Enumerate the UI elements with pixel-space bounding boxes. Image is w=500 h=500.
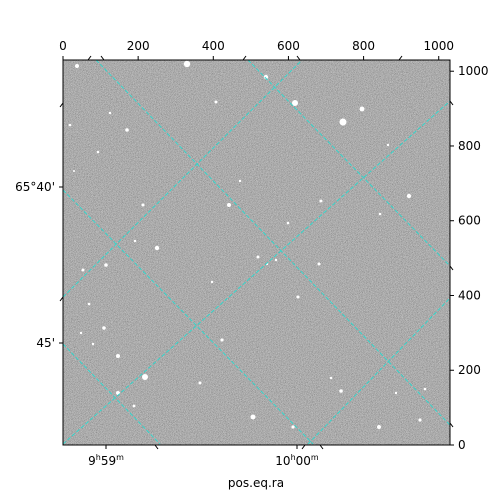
grid-line bbox=[307, 297, 450, 445]
star bbox=[73, 170, 75, 172]
star bbox=[141, 203, 145, 207]
star bbox=[154, 245, 160, 251]
grid-edge-tick bbox=[449, 100, 454, 106]
star bbox=[87, 302, 91, 306]
star bbox=[75, 64, 79, 68]
right-pixel-axis: 0 200 400 600 800 1000 bbox=[450, 64, 489, 452]
star bbox=[386, 143, 390, 147]
grid-edge-tick bbox=[398, 55, 403, 61]
star bbox=[329, 376, 333, 380]
star bbox=[133, 239, 137, 243]
star bbox=[214, 100, 218, 104]
star bbox=[378, 212, 382, 216]
star bbox=[256, 255, 260, 259]
star bbox=[339, 389, 343, 393]
top-tick-label: 600 bbox=[277, 39, 300, 53]
grid-line bbox=[63, 343, 161, 445]
right-tick-label: 200 bbox=[458, 363, 481, 377]
grid-line bbox=[63, 189, 314, 445]
top-tick-label: 1000 bbox=[423, 39, 454, 53]
dec-axis: 65°40' 45' bbox=[15, 180, 63, 350]
star bbox=[102, 326, 106, 330]
star bbox=[292, 100, 298, 106]
star bbox=[394, 391, 398, 395]
ra-axis: 9h59m 10h00m bbox=[88, 445, 319, 468]
top-tick-label: 0 bbox=[59, 39, 67, 53]
star bbox=[286, 221, 290, 225]
grid-line bbox=[247, 60, 450, 267]
grid-line bbox=[95, 60, 450, 426]
star bbox=[406, 193, 412, 199]
grid-edge-tick bbox=[449, 422, 454, 428]
dec-tick-label: 45' bbox=[36, 336, 55, 350]
star bbox=[227, 203, 231, 207]
right-tick-label: 400 bbox=[458, 288, 481, 302]
grid-edge-tick bbox=[87, 55, 92, 61]
star bbox=[142, 374, 148, 380]
top-tick-label: 800 bbox=[352, 39, 375, 53]
star bbox=[116, 354, 120, 358]
dec-tick-label: 65°40' bbox=[15, 180, 55, 194]
ra-tick-label: 10h00m bbox=[275, 453, 319, 468]
star bbox=[263, 74, 269, 80]
star bbox=[132, 404, 136, 408]
star bbox=[418, 418, 422, 422]
star bbox=[210, 280, 214, 284]
star bbox=[68, 123, 72, 127]
star bbox=[79, 331, 83, 335]
star bbox=[108, 111, 112, 115]
grid-edge-tick bbox=[296, 55, 301, 61]
star bbox=[319, 199, 323, 203]
star bbox=[423, 387, 427, 391]
star bbox=[125, 128, 129, 132]
coordinate-grid bbox=[63, 60, 450, 445]
star-field bbox=[68, 60, 427, 429]
top-tick-label: 200 bbox=[127, 39, 150, 53]
star bbox=[183, 60, 191, 68]
star bbox=[198, 381, 202, 385]
grid-edge-tick bbox=[242, 55, 247, 61]
right-tick-label: 600 bbox=[458, 214, 481, 228]
star bbox=[377, 425, 381, 429]
grid-edge-tick bbox=[59, 296, 64, 302]
star bbox=[250, 414, 256, 420]
grid-edge-tick bbox=[100, 55, 105, 61]
star bbox=[91, 342, 95, 346]
top-tick-label: 400 bbox=[202, 39, 225, 53]
star bbox=[296, 295, 300, 299]
grid-edge-tick bbox=[301, 444, 306, 450]
top-pixel-axis: 0 200 400 600 800 1000 bbox=[59, 39, 454, 60]
star bbox=[104, 263, 108, 267]
star bbox=[238, 179, 242, 183]
star bbox=[220, 338, 224, 342]
grid-edge-ticks bbox=[59, 55, 454, 450]
right-tick-label: 0 bbox=[458, 438, 466, 452]
grid-edge-tick bbox=[449, 265, 454, 271]
star bbox=[274, 258, 278, 262]
star bbox=[339, 118, 347, 126]
grid-edge-tick bbox=[59, 102, 64, 108]
grid-line bbox=[63, 60, 303, 298]
plot-frame bbox=[62, 59, 451, 446]
grid-edge-tick bbox=[154, 444, 159, 450]
x-axis-title: pos.eq.ra bbox=[228, 476, 284, 490]
grid-line bbox=[63, 100, 450, 445]
star bbox=[81, 268, 85, 272]
ra-tick-label: 9h59m bbox=[88, 453, 124, 468]
star bbox=[317, 262, 321, 266]
star bbox=[291, 425, 295, 429]
right-tick-label: 800 bbox=[458, 139, 481, 153]
grid-edge-tick bbox=[319, 444, 324, 450]
star bbox=[359, 106, 365, 112]
sky-image bbox=[63, 60, 450, 445]
star bbox=[96, 150, 100, 154]
right-tick-label: 1000 bbox=[458, 64, 489, 78]
